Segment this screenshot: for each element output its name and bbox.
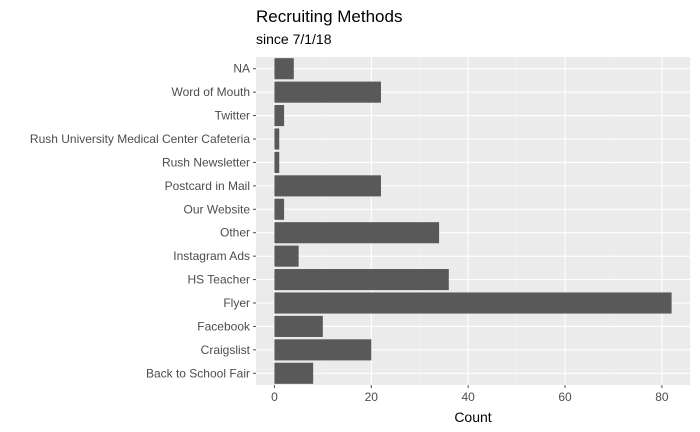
bar-7 [274, 222, 440, 244]
bar-6 [274, 198, 285, 220]
y-tick-label: Rush Newsletter [162, 155, 250, 169]
bar-2 [274, 105, 285, 127]
y-tick-label: HS Teacher [188, 273, 250, 287]
y-tick-label: Our Website [184, 202, 251, 216]
bar-1 [274, 81, 381, 103]
bar-8 [274, 245, 299, 267]
bar-3 [274, 128, 280, 150]
bar-12 [274, 339, 372, 361]
y-tick-label: Twitter [215, 109, 250, 123]
y-tick-label: Word of Mouth [172, 85, 250, 99]
x-tick-label: 80 [655, 390, 669, 404]
y-tick-label: Postcard in Mail [165, 179, 250, 193]
x-axis: 0 20 40 60 80 [271, 385, 669, 404]
x-tick-label: 20 [365, 390, 379, 404]
y-tick-label: NA [233, 62, 250, 76]
y-tick-label: Flyer [223, 296, 250, 310]
y-tick-label: Facebook [197, 319, 251, 333]
chart-title: Recruiting Methods [256, 7, 402, 26]
x-tick-label: 60 [558, 390, 572, 404]
x-tick-label: 40 [461, 390, 475, 404]
x-tick-label: 0 [271, 390, 278, 404]
bar-10 [274, 292, 672, 314]
bar-0 [274, 58, 294, 80]
bar-5 [274, 175, 381, 197]
bar-11 [274, 315, 323, 337]
y-tick-label: Other [220, 226, 250, 240]
y-tick-label: Instagram Ads [173, 249, 250, 263]
bar-13 [274, 362, 314, 384]
plot-panel [256, 57, 690, 385]
y-tick-label: Craigslist [201, 343, 251, 357]
y-tick-label: Back to School Fair [146, 366, 250, 380]
y-tick-label: Rush University Medical Center Cafeteria [30, 132, 250, 146]
chart-subtitle: since 7/1/18 [256, 31, 332, 47]
x-axis-title: Count [454, 409, 491, 425]
bar-4 [274, 151, 280, 173]
bars [274, 58, 672, 384]
bar-9 [274, 269, 449, 291]
y-axis: NA Word of Mouth Twitter Rush University Me… [30, 62, 256, 380]
